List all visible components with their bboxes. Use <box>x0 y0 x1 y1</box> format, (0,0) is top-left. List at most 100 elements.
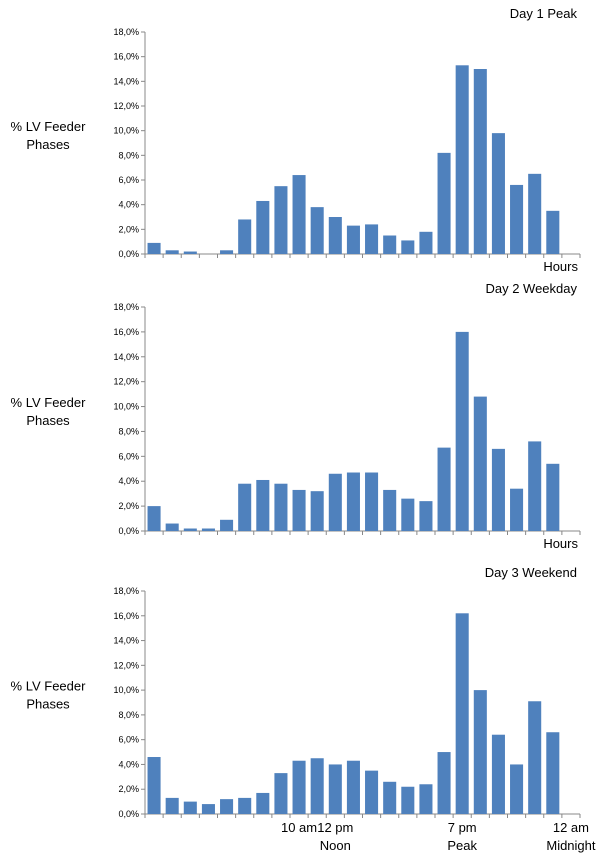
x-axis-label: Hours <box>543 536 578 551</box>
bar <box>365 770 379 814</box>
y-tick-label: 0,0% <box>118 249 139 259</box>
bar <box>310 491 324 531</box>
bar <box>473 69 487 254</box>
bar <box>165 797 179 814</box>
y-tick-label: 10,0% <box>113 402 139 412</box>
bar <box>437 752 451 814</box>
bar <box>491 448 505 531</box>
y-tick-label: 18,0% <box>113 302 139 312</box>
bar <box>201 528 215 531</box>
bar <box>292 175 306 254</box>
chart-title: Day 3 Weekend <box>485 565 577 580</box>
bar <box>256 479 270 531</box>
bar <box>346 760 360 814</box>
y-tick-label: 10,0% <box>113 685 139 695</box>
y-tick-label: 0,0% <box>118 809 139 819</box>
y-tick-label: 14,0% <box>113 352 139 362</box>
bar <box>238 797 252 814</box>
bar <box>256 200 270 254</box>
bar <box>165 250 179 254</box>
y-tick-label: 14,0% <box>113 636 139 646</box>
bar <box>383 781 397 814</box>
bar <box>310 207 324 254</box>
y-tick-label: 2,0% <box>118 501 139 511</box>
y-tick-label: 6,0% <box>118 451 139 461</box>
y-axis-label: % LV Feeder Phases <box>11 679 87 712</box>
bar <box>274 186 288 254</box>
y-tick-label: 12,0% <box>113 377 139 387</box>
y-tick-label: 16,0% <box>113 52 139 62</box>
bar <box>491 133 505 254</box>
x-annotation-sub: Peak <box>447 838 477 853</box>
y-tick-label: 4,0% <box>118 200 139 210</box>
y-tick-label: 16,0% <box>113 611 139 621</box>
bar <box>220 799 234 814</box>
bar <box>183 251 197 254</box>
bar <box>365 472 379 531</box>
y-tick-label: 0,0% <box>118 526 139 536</box>
x-annotation: 12 pm <box>317 820 353 835</box>
bar <box>528 701 542 814</box>
bar <box>383 489 397 531</box>
x-annotation: 7 pm <box>448 820 477 835</box>
bar <box>419 784 433 814</box>
bar <box>510 184 524 254</box>
bar <box>328 217 342 254</box>
x-annotation: 10 am <box>281 820 317 835</box>
bar <box>383 235 397 254</box>
y-tick-label: 8,0% <box>118 150 139 160</box>
y-axis-label: % LV Feeder Phases <box>11 395 87 428</box>
bar <box>310 758 324 814</box>
chart-title: Day 2 Weekday <box>485 281 577 296</box>
bar <box>256 792 270 814</box>
y-tick-label: 2,0% <box>118 224 139 234</box>
bar <box>183 801 197 814</box>
y-tick-label: 8,0% <box>118 710 139 720</box>
bar <box>510 764 524 814</box>
x-annotation-sub: Midnight <box>546 838 596 853</box>
bar <box>437 447 451 531</box>
bar <box>183 528 197 531</box>
bar <box>437 152 451 254</box>
bar <box>238 219 252 254</box>
bar <box>546 210 560 254</box>
bar <box>220 250 234 254</box>
bar <box>419 501 433 531</box>
bar <box>346 225 360 254</box>
bar <box>292 489 306 531</box>
y-tick-label: 10,0% <box>113 126 139 136</box>
bar <box>419 231 433 254</box>
bar <box>473 396 487 531</box>
y-tick-label: 2,0% <box>118 784 139 794</box>
y-tick-label: 14,0% <box>113 76 139 86</box>
bar <box>473 690 487 814</box>
bar <box>401 240 415 254</box>
x-annotation: 12 am <box>553 820 589 835</box>
bar <box>165 523 179 531</box>
y-tick-label: 8,0% <box>118 426 139 436</box>
bar <box>455 613 469 814</box>
chart-title: Day 1 Peak <box>510 6 578 21</box>
bar <box>455 331 469 531</box>
bar <box>346 472 360 531</box>
y-tick-label: 12,0% <box>113 660 139 670</box>
y-tick-label: 6,0% <box>118 175 139 185</box>
bar <box>528 173 542 254</box>
bar <box>292 760 306 814</box>
bar <box>220 519 234 531</box>
bar <box>147 757 161 814</box>
y-axis-label: % LV Feeder Phases <box>11 119 87 152</box>
bar <box>365 224 379 254</box>
bar <box>147 242 161 254</box>
y-tick-label: 18,0% <box>113 586 139 596</box>
bar <box>328 764 342 814</box>
bar <box>491 734 505 814</box>
y-tick-label: 6,0% <box>118 735 139 745</box>
y-tick-label: 12,0% <box>113 101 139 111</box>
x-axis-label: Hours <box>543 259 578 274</box>
bar <box>546 463 560 531</box>
y-tick-label: 4,0% <box>118 476 139 486</box>
bar <box>510 488 524 531</box>
bar <box>147 506 161 531</box>
